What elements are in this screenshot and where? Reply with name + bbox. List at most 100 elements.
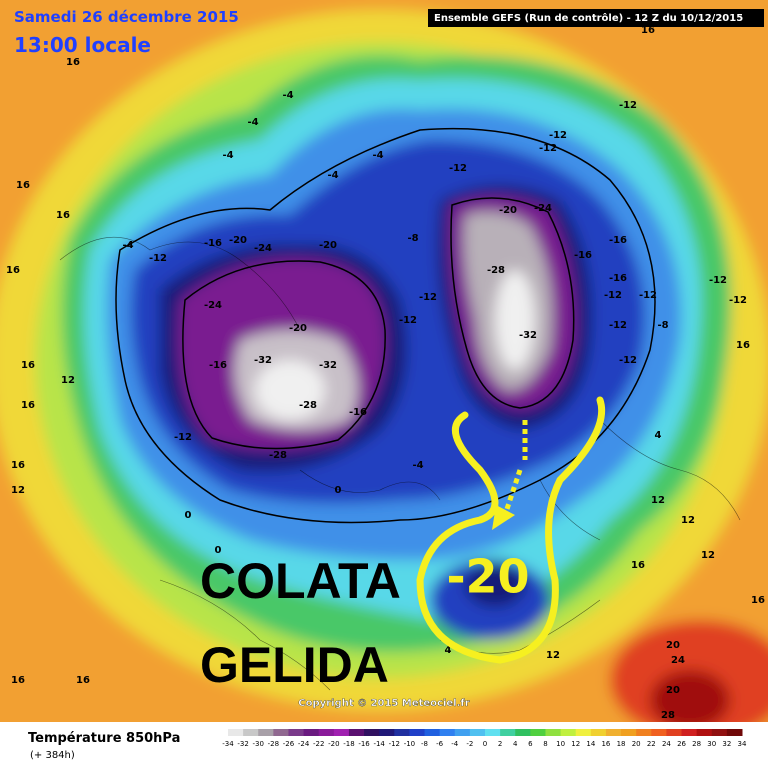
annotation-line: COLATA — [200, 553, 401, 609]
contour-label: 16 — [631, 560, 645, 571]
contour-label: 16 — [736, 340, 750, 351]
colorbar-swatch — [711, 729, 728, 736]
contour-label: -12 — [639, 290, 657, 301]
contour-label: -12 — [609, 320, 627, 331]
contour-label: -16 — [349, 407, 367, 418]
colorbar-tick-label: 4 — [513, 740, 518, 748]
colorbar-tick-label: 6 — [528, 740, 533, 748]
colorbar-tick-label: -20 — [328, 740, 339, 748]
colorbar-tick-label: 0 — [483, 740, 487, 748]
contour-label: -4 — [412, 460, 423, 471]
run-box — [428, 9, 764, 27]
contour-label: -12 — [549, 130, 567, 141]
time: 13:00 locale — [14, 33, 151, 57]
contour-label: 16 — [11, 460, 25, 471]
contour-label: -12 — [419, 292, 437, 303]
colorbar-swatch — [288, 729, 305, 736]
colorbar-swatch — [303, 729, 320, 736]
colorbar-swatch — [681, 729, 698, 736]
contour-label: -32 — [319, 360, 337, 371]
contour-label: -12 — [539, 143, 557, 154]
date: Samedi 26 décembre 2015 — [14, 8, 239, 26]
contour-label: 16 — [641, 25, 655, 36]
contour-label: -24 — [254, 243, 272, 254]
contour-label: 16 — [76, 675, 90, 686]
colorbar-swatch — [560, 729, 577, 736]
contour-label: -8 — [657, 320, 668, 331]
colorbar-tick-label: 2 — [498, 740, 502, 748]
contour-label: -24 — [534, 203, 552, 214]
colorbar-swatch — [575, 729, 592, 736]
colorbar-tick-label: -8 — [421, 740, 428, 748]
colorbar-tick-label: 22 — [647, 740, 656, 748]
colorbar-swatch — [258, 729, 274, 736]
colorbar-swatch — [500, 729, 516, 736]
colorbar-swatch — [379, 729, 395, 736]
contour-label: 16 — [11, 675, 25, 686]
contour-label: 12 — [61, 375, 75, 386]
contour-label: 16 — [16, 180, 30, 191]
colorbar-swatch — [621, 729, 637, 736]
contour-label: -4 — [372, 150, 383, 161]
colorbar-tick-label: 34 — [738, 740, 747, 748]
colorbar-swatch — [228, 729, 244, 736]
contour-label: -12 — [449, 163, 467, 174]
contour-label: 12 — [11, 485, 25, 496]
colorbar-swatch — [590, 729, 607, 736]
contour-label: -4 — [222, 150, 233, 161]
colorbar-tick-label: -34 — [222, 740, 234, 748]
colorbar-tick-label: 24 — [662, 740, 671, 748]
contour-label: -20 — [319, 240, 337, 251]
colorbar-swatch — [424, 729, 441, 736]
colorbar-tick-label: -2 — [466, 740, 473, 748]
colorbar: -34 -32 -30 -28 -26 -24 -22 -20 -18 -16 -14 -12 -10-… — [222, 729, 747, 748]
colorbar-swatch — [515, 729, 531, 736]
contour-label: -20 — [229, 235, 247, 246]
contour-label: 16 — [21, 360, 35, 371]
colorbar-tick-label: -26 — [283, 740, 295, 748]
annotation-value: -20 — [446, 550, 529, 604]
contour-label: -20 — [289, 323, 307, 334]
contour-label: 16 — [6, 265, 20, 276]
contour-label: 12 — [701, 550, 715, 561]
colorbar-tick-label: 30 — [707, 740, 716, 748]
copyright: Copyright © 2015 Meteociel.fr — [298, 698, 469, 709]
contour-label: -32 — [519, 330, 537, 341]
colorbar-swatch — [364, 729, 380, 736]
contour-label: -16 — [204, 238, 222, 249]
contour-label: 0 — [335, 485, 342, 496]
contour-label: 28 — [661, 710, 675, 721]
contour-label: 4 — [655, 430, 662, 441]
contour-label: -4 — [282, 90, 293, 101]
contour-label: -4 — [327, 170, 338, 181]
colorbar-swatch — [485, 729, 501, 736]
colorbar-swatch — [530, 729, 546, 736]
colorbar-tick-label: 26 — [677, 740, 686, 748]
colorbar-tick-label: 8 — [543, 740, 547, 748]
contour-label: -12 — [399, 315, 417, 326]
colorbar-swatch — [273, 729, 289, 736]
contour-label: -4 — [247, 117, 258, 128]
contour-label: -12 — [729, 295, 747, 306]
arrow — [492, 420, 528, 530]
contour-label: 16 — [66, 57, 80, 68]
colorbar-swatch — [454, 729, 471, 736]
freezing-contours — [115, 127, 656, 524]
colorbar-swatch — [636, 729, 652, 736]
contour-label: -16 — [209, 360, 227, 371]
annotation-line: GELIDA — [200, 637, 389, 693]
contour-label: 20 — [666, 640, 680, 651]
contour-label: -12 — [604, 290, 622, 301]
colorbar-swatch — [333, 729, 350, 736]
colorbar-tick-label: -16 — [358, 740, 370, 748]
contour-label: 12 — [681, 515, 695, 526]
colorbar-swatch — [726, 729, 743, 736]
colorbar-tick-label: 14 — [586, 740, 595, 748]
contour-label: -16 — [609, 273, 627, 284]
contour-label: -28 — [269, 450, 287, 461]
colorbar-swatch — [243, 729, 259, 736]
contour-label: -4 — [122, 240, 133, 251]
colorbar-tick-label: 28 — [692, 740, 701, 748]
contour-label: 20 — [666, 685, 680, 696]
colorbar-swatch — [545, 729, 562, 736]
